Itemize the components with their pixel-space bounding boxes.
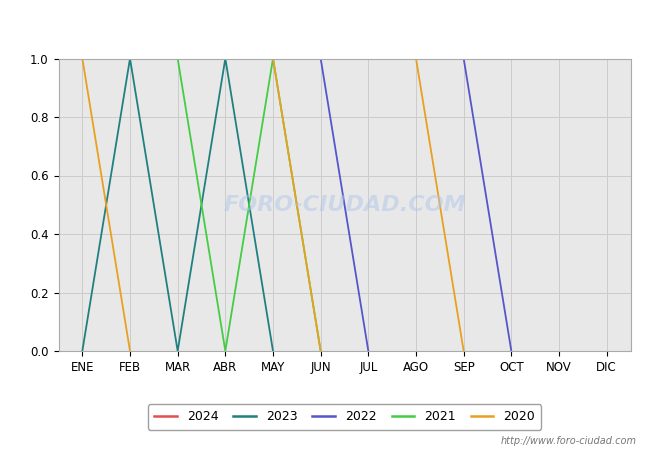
Text: http://www.foro-ciudad.com: http://www.foro-ciudad.com [501, 436, 637, 446]
Text: FORO-CIUDAD.COM: FORO-CIUDAD.COM [223, 195, 466, 215]
Text: Matriculaciones de Vehiculos en Arcediano: Matriculaciones de Vehiculos en Arcedian… [153, 15, 497, 30]
Legend: 2024, 2023, 2022, 2021, 2020: 2024, 2023, 2022, 2021, 2020 [148, 404, 541, 430]
